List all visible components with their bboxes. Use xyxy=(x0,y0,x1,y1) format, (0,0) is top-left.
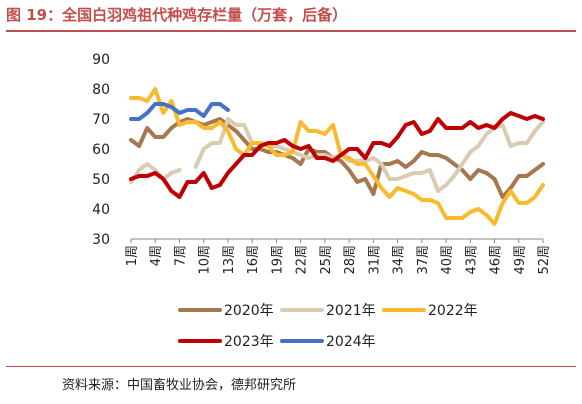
line-chart: 30 40 50 60 70 80 90 1周 4周 7周 10周 13周 16周 19周 22周 25周 28… xyxy=(92,52,552,350)
y-tick-label: 30 xyxy=(92,232,110,248)
x-tick-label: 10周 xyxy=(198,245,213,275)
x-tick-label: 25周 xyxy=(319,245,334,275)
x-tick-label: 1周 xyxy=(125,245,140,266)
y-tick-label: 90 xyxy=(92,52,110,68)
x-tick-label: 43周 xyxy=(464,245,479,275)
y-tick-label: 60 xyxy=(92,142,110,158)
legend-label: 2022年 xyxy=(428,303,478,319)
x-tick-label: 16周 xyxy=(246,245,261,275)
series-line xyxy=(129,87,545,226)
legend-label: 2021年 xyxy=(326,303,376,319)
y-tick-label: 80 xyxy=(92,82,110,98)
x-tick-label: 28周 xyxy=(343,245,358,275)
series-line xyxy=(129,162,182,184)
x-tick-label: 13周 xyxy=(222,245,237,275)
x-tick-label: 19周 xyxy=(270,245,285,275)
x-tick-label: 4周 xyxy=(149,245,164,266)
x-tick-label: 7周 xyxy=(173,245,188,266)
y-tick-label: 40 xyxy=(92,202,110,218)
x-tick-label: 40周 xyxy=(440,245,455,275)
x-tick-label: 49周 xyxy=(513,245,528,275)
chart-title: 图 19：全国白羽鸡祖代种鸡存栏量（万套，后备） xyxy=(6,6,348,24)
legend-label: 2023年 xyxy=(224,334,274,350)
source-divider xyxy=(6,366,576,367)
x-tick-label: 52周 xyxy=(537,245,552,275)
x-tick-label: 46周 xyxy=(489,245,504,275)
x-tick-label: 34周 xyxy=(392,245,407,275)
legend-label: 2024年 xyxy=(326,334,376,350)
series-line xyxy=(129,102,230,121)
y-tick-label: 50 xyxy=(92,172,110,188)
series-line xyxy=(129,111,545,199)
x-tick-label: 37周 xyxy=(416,245,431,275)
title-divider xyxy=(6,30,576,32)
y-tick-label: 70 xyxy=(92,112,110,128)
source-note: 资料来源：中国畜牧业协会，德邦研究所 xyxy=(62,378,297,393)
legend-label: 2020年 xyxy=(224,303,274,319)
x-tick-label: 31周 xyxy=(367,245,382,275)
x-tick-label: 22周 xyxy=(295,245,310,275)
